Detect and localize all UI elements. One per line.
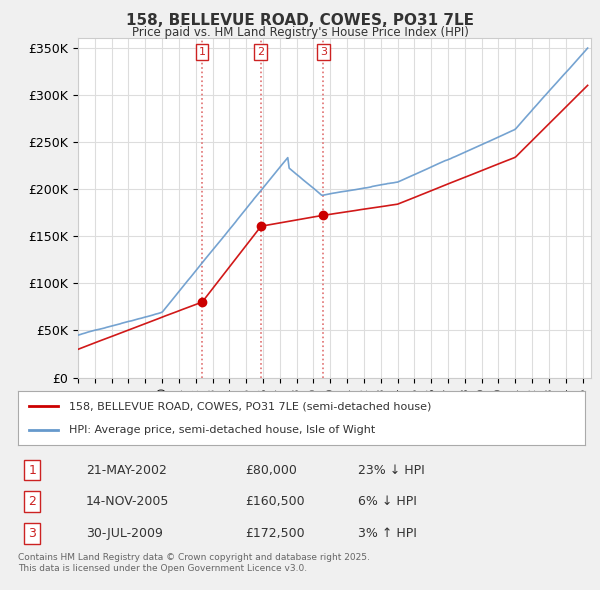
Text: 6% ↓ HPI: 6% ↓ HPI xyxy=(358,495,417,508)
Text: £172,500: £172,500 xyxy=(245,527,304,540)
Text: 14-NOV-2005: 14-NOV-2005 xyxy=(86,495,169,508)
Text: 23% ↓ HPI: 23% ↓ HPI xyxy=(358,464,425,477)
Text: 30-JUL-2009: 30-JUL-2009 xyxy=(86,527,163,540)
Text: Price paid vs. HM Land Registry's House Price Index (HPI): Price paid vs. HM Land Registry's House … xyxy=(131,26,469,39)
Text: Contains HM Land Registry data © Crown copyright and database right 2025.
This d: Contains HM Land Registry data © Crown c… xyxy=(18,553,370,573)
Text: £80,000: £80,000 xyxy=(245,464,296,477)
Text: 158, BELLEVUE ROAD, COWES, PO31 7LE: 158, BELLEVUE ROAD, COWES, PO31 7LE xyxy=(126,13,474,28)
Text: 3: 3 xyxy=(28,527,36,540)
Text: 2: 2 xyxy=(257,47,265,57)
Text: 2: 2 xyxy=(28,495,36,508)
Text: £160,500: £160,500 xyxy=(245,495,304,508)
Text: 3% ↑ HPI: 3% ↑ HPI xyxy=(358,527,417,540)
Text: 1: 1 xyxy=(28,464,36,477)
Text: 158, BELLEVUE ROAD, COWES, PO31 7LE (semi-detached house): 158, BELLEVUE ROAD, COWES, PO31 7LE (sem… xyxy=(69,401,431,411)
Text: HPI: Average price, semi-detached house, Isle of Wight: HPI: Average price, semi-detached house,… xyxy=(69,425,375,435)
Text: 21-MAY-2002: 21-MAY-2002 xyxy=(86,464,167,477)
Text: 3: 3 xyxy=(320,47,327,57)
Text: 1: 1 xyxy=(199,47,206,57)
